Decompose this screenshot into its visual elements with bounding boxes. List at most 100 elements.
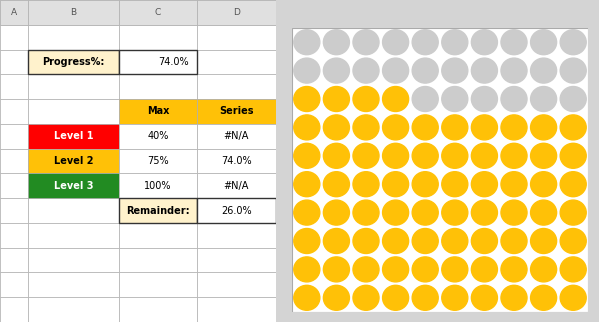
Bar — [197, 0, 276, 25]
Circle shape — [353, 115, 379, 140]
Bar — [197, 173, 276, 198]
Bar — [119, 223, 197, 248]
Circle shape — [531, 30, 556, 55]
Bar — [0, 173, 28, 198]
Bar — [0, 297, 28, 322]
Bar — [119, 173, 197, 198]
Bar — [197, 25, 276, 50]
Circle shape — [531, 87, 556, 111]
Circle shape — [383, 87, 409, 111]
Bar — [0, 272, 28, 297]
Circle shape — [471, 30, 497, 55]
Text: Level 1: Level 1 — [53, 131, 93, 141]
Bar — [119, 50, 197, 74]
Circle shape — [560, 172, 586, 197]
Circle shape — [531, 115, 556, 140]
Circle shape — [323, 172, 349, 197]
Circle shape — [560, 58, 586, 83]
Circle shape — [294, 143, 320, 168]
Circle shape — [531, 285, 556, 310]
Circle shape — [560, 200, 586, 225]
Circle shape — [560, 115, 586, 140]
Circle shape — [412, 58, 438, 83]
Circle shape — [412, 87, 438, 111]
Circle shape — [323, 30, 349, 55]
Circle shape — [353, 30, 379, 55]
Bar — [119, 297, 197, 322]
Circle shape — [323, 115, 349, 140]
Circle shape — [353, 172, 379, 197]
Bar — [28, 272, 119, 297]
Bar — [28, 50, 119, 74]
Bar — [197, 248, 276, 272]
Text: #N/A: #N/A — [223, 131, 249, 141]
Bar — [28, 74, 119, 99]
Circle shape — [501, 87, 527, 111]
Circle shape — [294, 257, 320, 282]
Text: B: B — [70, 8, 76, 17]
Text: A: A — [11, 8, 17, 17]
Circle shape — [531, 143, 556, 168]
Circle shape — [323, 87, 349, 111]
Text: 40%: 40% — [147, 131, 169, 141]
Circle shape — [294, 115, 320, 140]
Bar — [197, 124, 276, 149]
Bar — [119, 149, 197, 173]
Bar — [0, 0, 28, 25]
Bar — [197, 297, 276, 322]
Circle shape — [442, 257, 468, 282]
Bar — [119, 198, 197, 223]
Circle shape — [501, 30, 527, 55]
Circle shape — [501, 285, 527, 310]
Circle shape — [471, 115, 497, 140]
Circle shape — [294, 229, 320, 253]
Circle shape — [531, 200, 556, 225]
Text: Level 2: Level 2 — [53, 156, 93, 166]
Circle shape — [353, 143, 379, 168]
Circle shape — [471, 87, 497, 111]
Circle shape — [323, 257, 349, 282]
Circle shape — [412, 257, 438, 282]
Bar — [28, 0, 119, 25]
Circle shape — [353, 257, 379, 282]
Bar — [0, 149, 28, 173]
Circle shape — [442, 143, 468, 168]
Circle shape — [560, 87, 586, 111]
Circle shape — [442, 172, 468, 197]
Bar — [0, 248, 28, 272]
Bar — [0, 223, 28, 248]
Bar — [197, 198, 276, 223]
Bar — [28, 25, 119, 50]
Circle shape — [471, 172, 497, 197]
Circle shape — [412, 30, 438, 55]
Text: 74.0%: 74.0% — [158, 57, 189, 67]
Bar — [0, 0, 28, 25]
Circle shape — [383, 229, 409, 253]
Circle shape — [383, 115, 409, 140]
Bar — [28, 124, 119, 149]
Circle shape — [294, 87, 320, 111]
Circle shape — [442, 285, 468, 310]
Text: Progress%:: Progress%: — [42, 57, 104, 67]
Circle shape — [383, 172, 409, 197]
Text: Level 3: Level 3 — [53, 181, 93, 191]
Circle shape — [412, 229, 438, 253]
Circle shape — [531, 58, 556, 83]
Bar — [119, 25, 197, 50]
Bar — [0, 25, 28, 50]
Bar — [119, 272, 197, 297]
Circle shape — [531, 229, 556, 253]
Circle shape — [471, 143, 497, 168]
Text: 100%: 100% — [144, 181, 172, 191]
Bar — [197, 149, 276, 173]
Text: C: C — [155, 8, 161, 17]
Bar — [197, 272, 276, 297]
Bar — [197, 173, 276, 198]
Bar — [28, 149, 119, 173]
Circle shape — [323, 285, 349, 310]
Circle shape — [323, 229, 349, 253]
Bar — [119, 50, 197, 74]
Circle shape — [294, 200, 320, 225]
Bar — [119, 124, 197, 149]
Circle shape — [412, 115, 438, 140]
